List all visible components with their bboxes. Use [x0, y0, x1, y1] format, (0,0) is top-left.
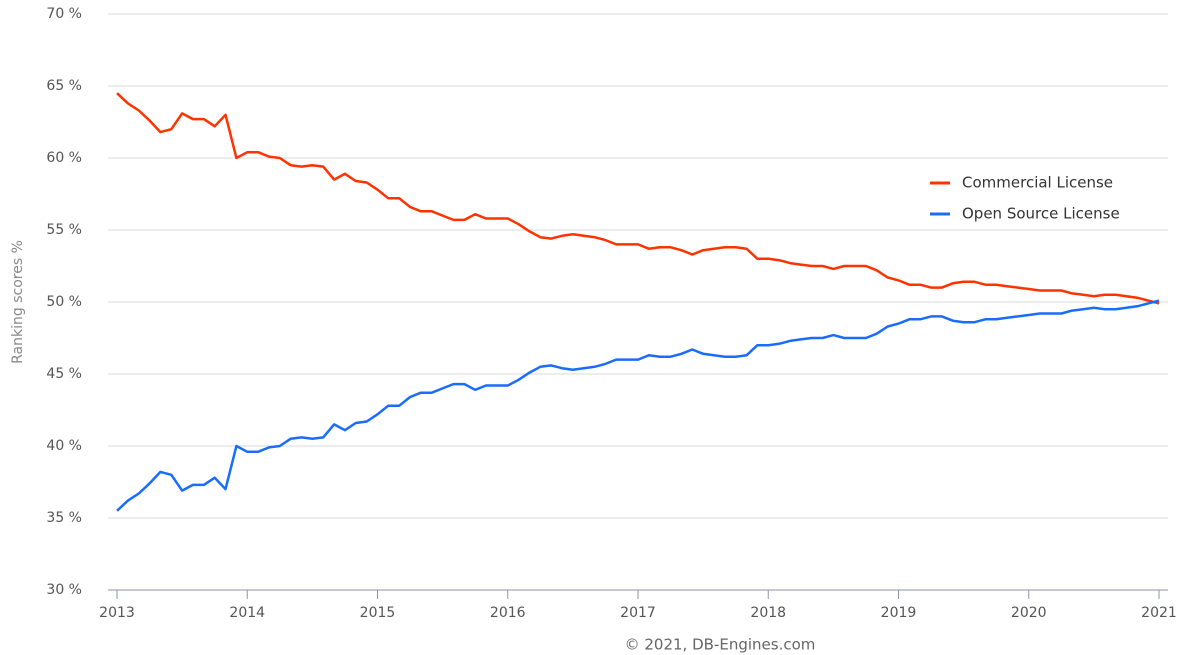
y-tick-label: 60 % — [46, 150, 82, 166]
y-tick-label: 55 % — [46, 222, 82, 238]
y-tick-label: 35 % — [46, 510, 82, 526]
x-tick-label: 2014 — [229, 605, 265, 621]
x-tick-label: 2016 — [490, 605, 526, 621]
x-tick-label: 2017 — [620, 605, 656, 621]
legend-label: Open Source License — [962, 205, 1120, 223]
credit: © 2021, DB-Engines.com — [625, 636, 816, 654]
x-tick-label: 2015 — [360, 605, 396, 621]
x-tick-label: 2021 — [1141, 605, 1177, 621]
y-axis-label: Ranking scores % — [10, 240, 26, 364]
y-tick-label: 40 % — [46, 438, 82, 454]
y-tick-label: 30 % — [46, 582, 82, 598]
x-tick-label: 2020 — [1011, 605, 1047, 621]
y-tick-label: 65 % — [46, 78, 82, 94]
x-tick-label: 2013 — [99, 605, 135, 621]
series-line — [116, 299, 1160, 512]
x-tick-label: 2018 — [750, 605, 786, 621]
y-tick-label: 50 % — [46, 294, 82, 310]
y-tick-label: 45 % — [46, 366, 82, 382]
series-line — [116, 92, 1160, 305]
legend-label: Commercial License — [962, 174, 1113, 192]
x-tick-label: 2019 — [881, 605, 917, 621]
y-tick-label: 70 % — [46, 6, 82, 22]
